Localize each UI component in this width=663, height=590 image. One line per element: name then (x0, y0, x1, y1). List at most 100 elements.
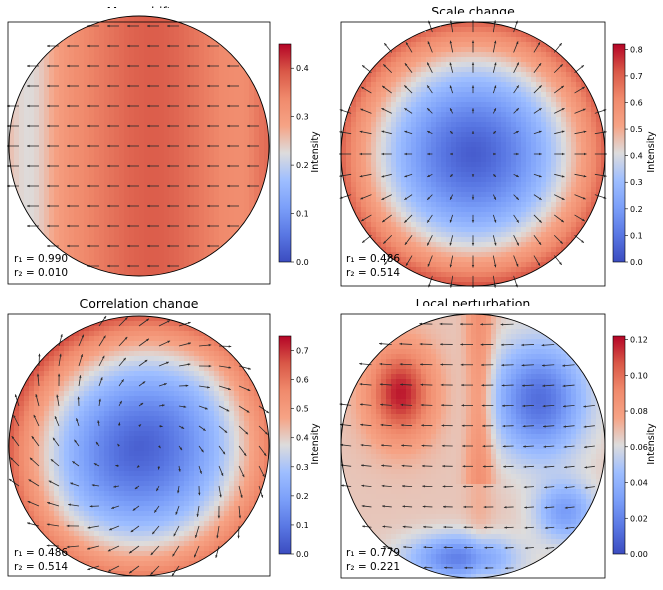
heatmap-cell (531, 252, 537, 258)
heatmap-cell (249, 91, 255, 97)
heatmap-cell (361, 182, 367, 188)
heatmap-cell (421, 162, 427, 168)
heatmap-cell (189, 66, 195, 72)
heatmap-cell (566, 182, 572, 188)
heatmap-cell (526, 122, 532, 128)
heatmap-cell (356, 112, 362, 118)
heatmap-cell (199, 126, 205, 132)
heatmap-cell (89, 196, 95, 202)
heatmap-cell (411, 97, 417, 103)
heatmap-cell (466, 92, 472, 98)
heatmap-cell (386, 182, 392, 188)
heatmap-cell (456, 217, 462, 223)
heatmap-cell (114, 246, 120, 252)
heatmap-cell (371, 227, 377, 233)
heatmap-cell (456, 42, 462, 48)
heatmap-cell (109, 156, 115, 162)
heatmap-cell (481, 92, 487, 98)
heatmap-cell (189, 256, 195, 262)
heatmap-cell (244, 176, 250, 182)
heatmap-cell (556, 222, 562, 228)
heatmap-cell (426, 142, 432, 148)
heatmap-cell (254, 166, 260, 172)
heatmap-cell (376, 72, 382, 78)
heatmap-cell (521, 237, 527, 243)
heatmap-cell (436, 152, 442, 158)
heatmap-cell (396, 67, 402, 73)
heatmap-cell (471, 272, 477, 278)
heatmap-cell (371, 207, 377, 213)
heatmap-cell (154, 96, 160, 102)
heatmap-cell (456, 212, 462, 218)
heatmap-cell (546, 167, 552, 173)
heatmap-cell (79, 131, 85, 137)
heatmap-cell (124, 111, 130, 117)
heatmap-cell (94, 186, 100, 192)
heatmap-cell (461, 167, 467, 173)
heatmap-cell (79, 151, 85, 157)
heatmap-cell (496, 212, 502, 218)
heatmap-cell (159, 121, 165, 127)
heatmap-cell (381, 177, 387, 183)
heatmap-cell (381, 97, 387, 103)
heatmap-cell (416, 207, 422, 213)
heatmap-cell (531, 112, 537, 118)
heatmap-cell (546, 112, 552, 118)
heatmap-cell (179, 196, 185, 202)
heatmap-cell (456, 152, 462, 158)
heatmap-cell (199, 61, 205, 67)
heatmap-cell (541, 132, 547, 138)
heatmap-cell (496, 57, 502, 63)
heatmap-cell (511, 232, 517, 238)
heatmap-cell (451, 62, 457, 68)
heatmap-cell (134, 256, 140, 262)
heatmap-cell (159, 56, 165, 62)
heatmap-cell (541, 137, 547, 143)
heatmap-cell (441, 222, 447, 228)
heatmap-cell (591, 182, 597, 188)
heatmap-cell (471, 27, 477, 33)
heatmap-cell (74, 51, 80, 57)
heatmap-cell (139, 201, 145, 207)
heatmap-cell (516, 52, 522, 58)
heatmap-cell (496, 147, 502, 153)
heatmap-cell (461, 227, 467, 233)
heatmap-cell (189, 136, 195, 142)
heatmap-cell (441, 102, 447, 108)
heatmap-cell (189, 226, 195, 232)
heatmap-cell (199, 101, 205, 107)
heatmap-cell (541, 207, 547, 213)
heatmap-cell (521, 187, 527, 193)
heatmap-cell (119, 266, 125, 272)
heatmap-cell (356, 207, 362, 213)
heatmap-cell (396, 182, 402, 188)
heatmap-cell (541, 92, 547, 98)
heatmap-cell (411, 237, 417, 243)
heatmap-cell (219, 221, 225, 227)
heatmap-cell (29, 211, 35, 217)
heatmap-cell (496, 197, 502, 203)
heatmap-cell (446, 182, 452, 188)
heatmap-cell (491, 227, 497, 233)
heatmap-cell (361, 102, 367, 108)
heatmap-cell (139, 116, 145, 122)
heatmap-cell (179, 206, 185, 212)
heatmap-cell (366, 167, 372, 173)
heatmap-cell (526, 127, 532, 133)
heatmap-cell (476, 37, 482, 43)
heatmap-cell (531, 72, 537, 78)
heatmap-cell (209, 66, 215, 72)
heatmap-cell (219, 126, 225, 132)
heatmap-cell (39, 216, 45, 222)
heatmap-cell (471, 277, 477, 283)
heatmap-cell (436, 52, 442, 58)
heatmap-cell (591, 142, 597, 148)
heatmap-cell (411, 62, 417, 68)
heatmap-cell (506, 197, 512, 203)
heatmap-cell (144, 211, 150, 217)
heatmap-cell (546, 207, 552, 213)
heatmap-cell (239, 161, 245, 167)
heatmap-cell (114, 146, 120, 152)
heatmap-cell (421, 262, 427, 268)
heatmap-cell (64, 176, 70, 182)
